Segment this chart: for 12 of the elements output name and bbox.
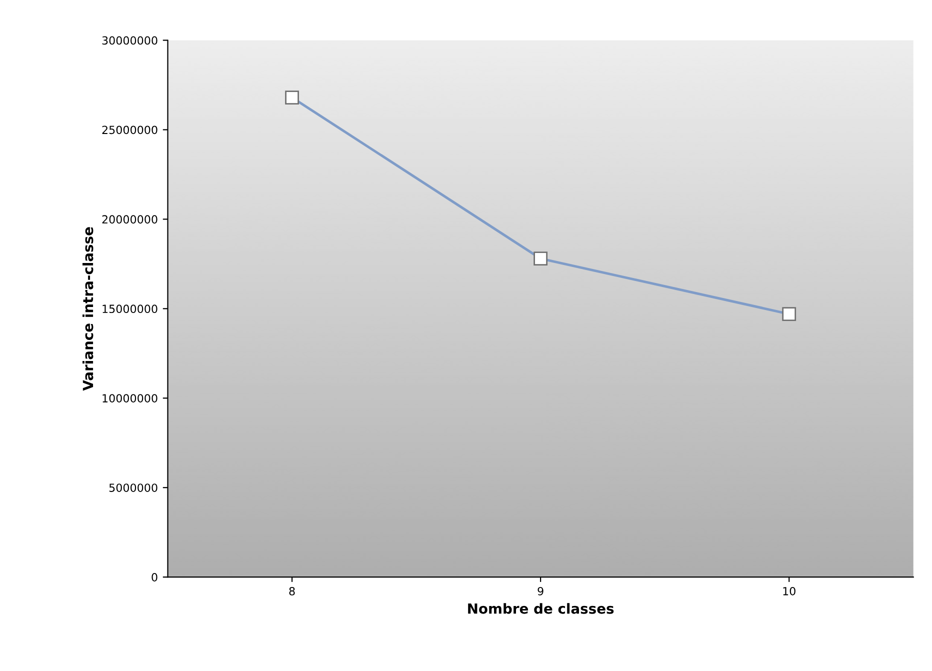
x-tick-label: 8	[289, 586, 295, 596]
x-tick-label: 10	[783, 586, 796, 596]
y-axis-title: Variance intra-classe	[82, 227, 94, 391]
y-tick-label: 30000000	[102, 36, 158, 45]
y-tick-label: 5000000	[109, 484, 158, 492]
y-tick-label: 25000000	[102, 126, 158, 134]
x-axis-title: Nombre de classes	[468, 603, 614, 614]
y-tick-label: 10000000	[102, 394, 158, 403]
y-tick-label: 20000000	[102, 215, 158, 224]
y-tick-label: 0	[152, 573, 158, 582]
x-tick-label: 9	[538, 586, 544, 596]
y-tick-label: 15000000	[102, 304, 158, 314]
